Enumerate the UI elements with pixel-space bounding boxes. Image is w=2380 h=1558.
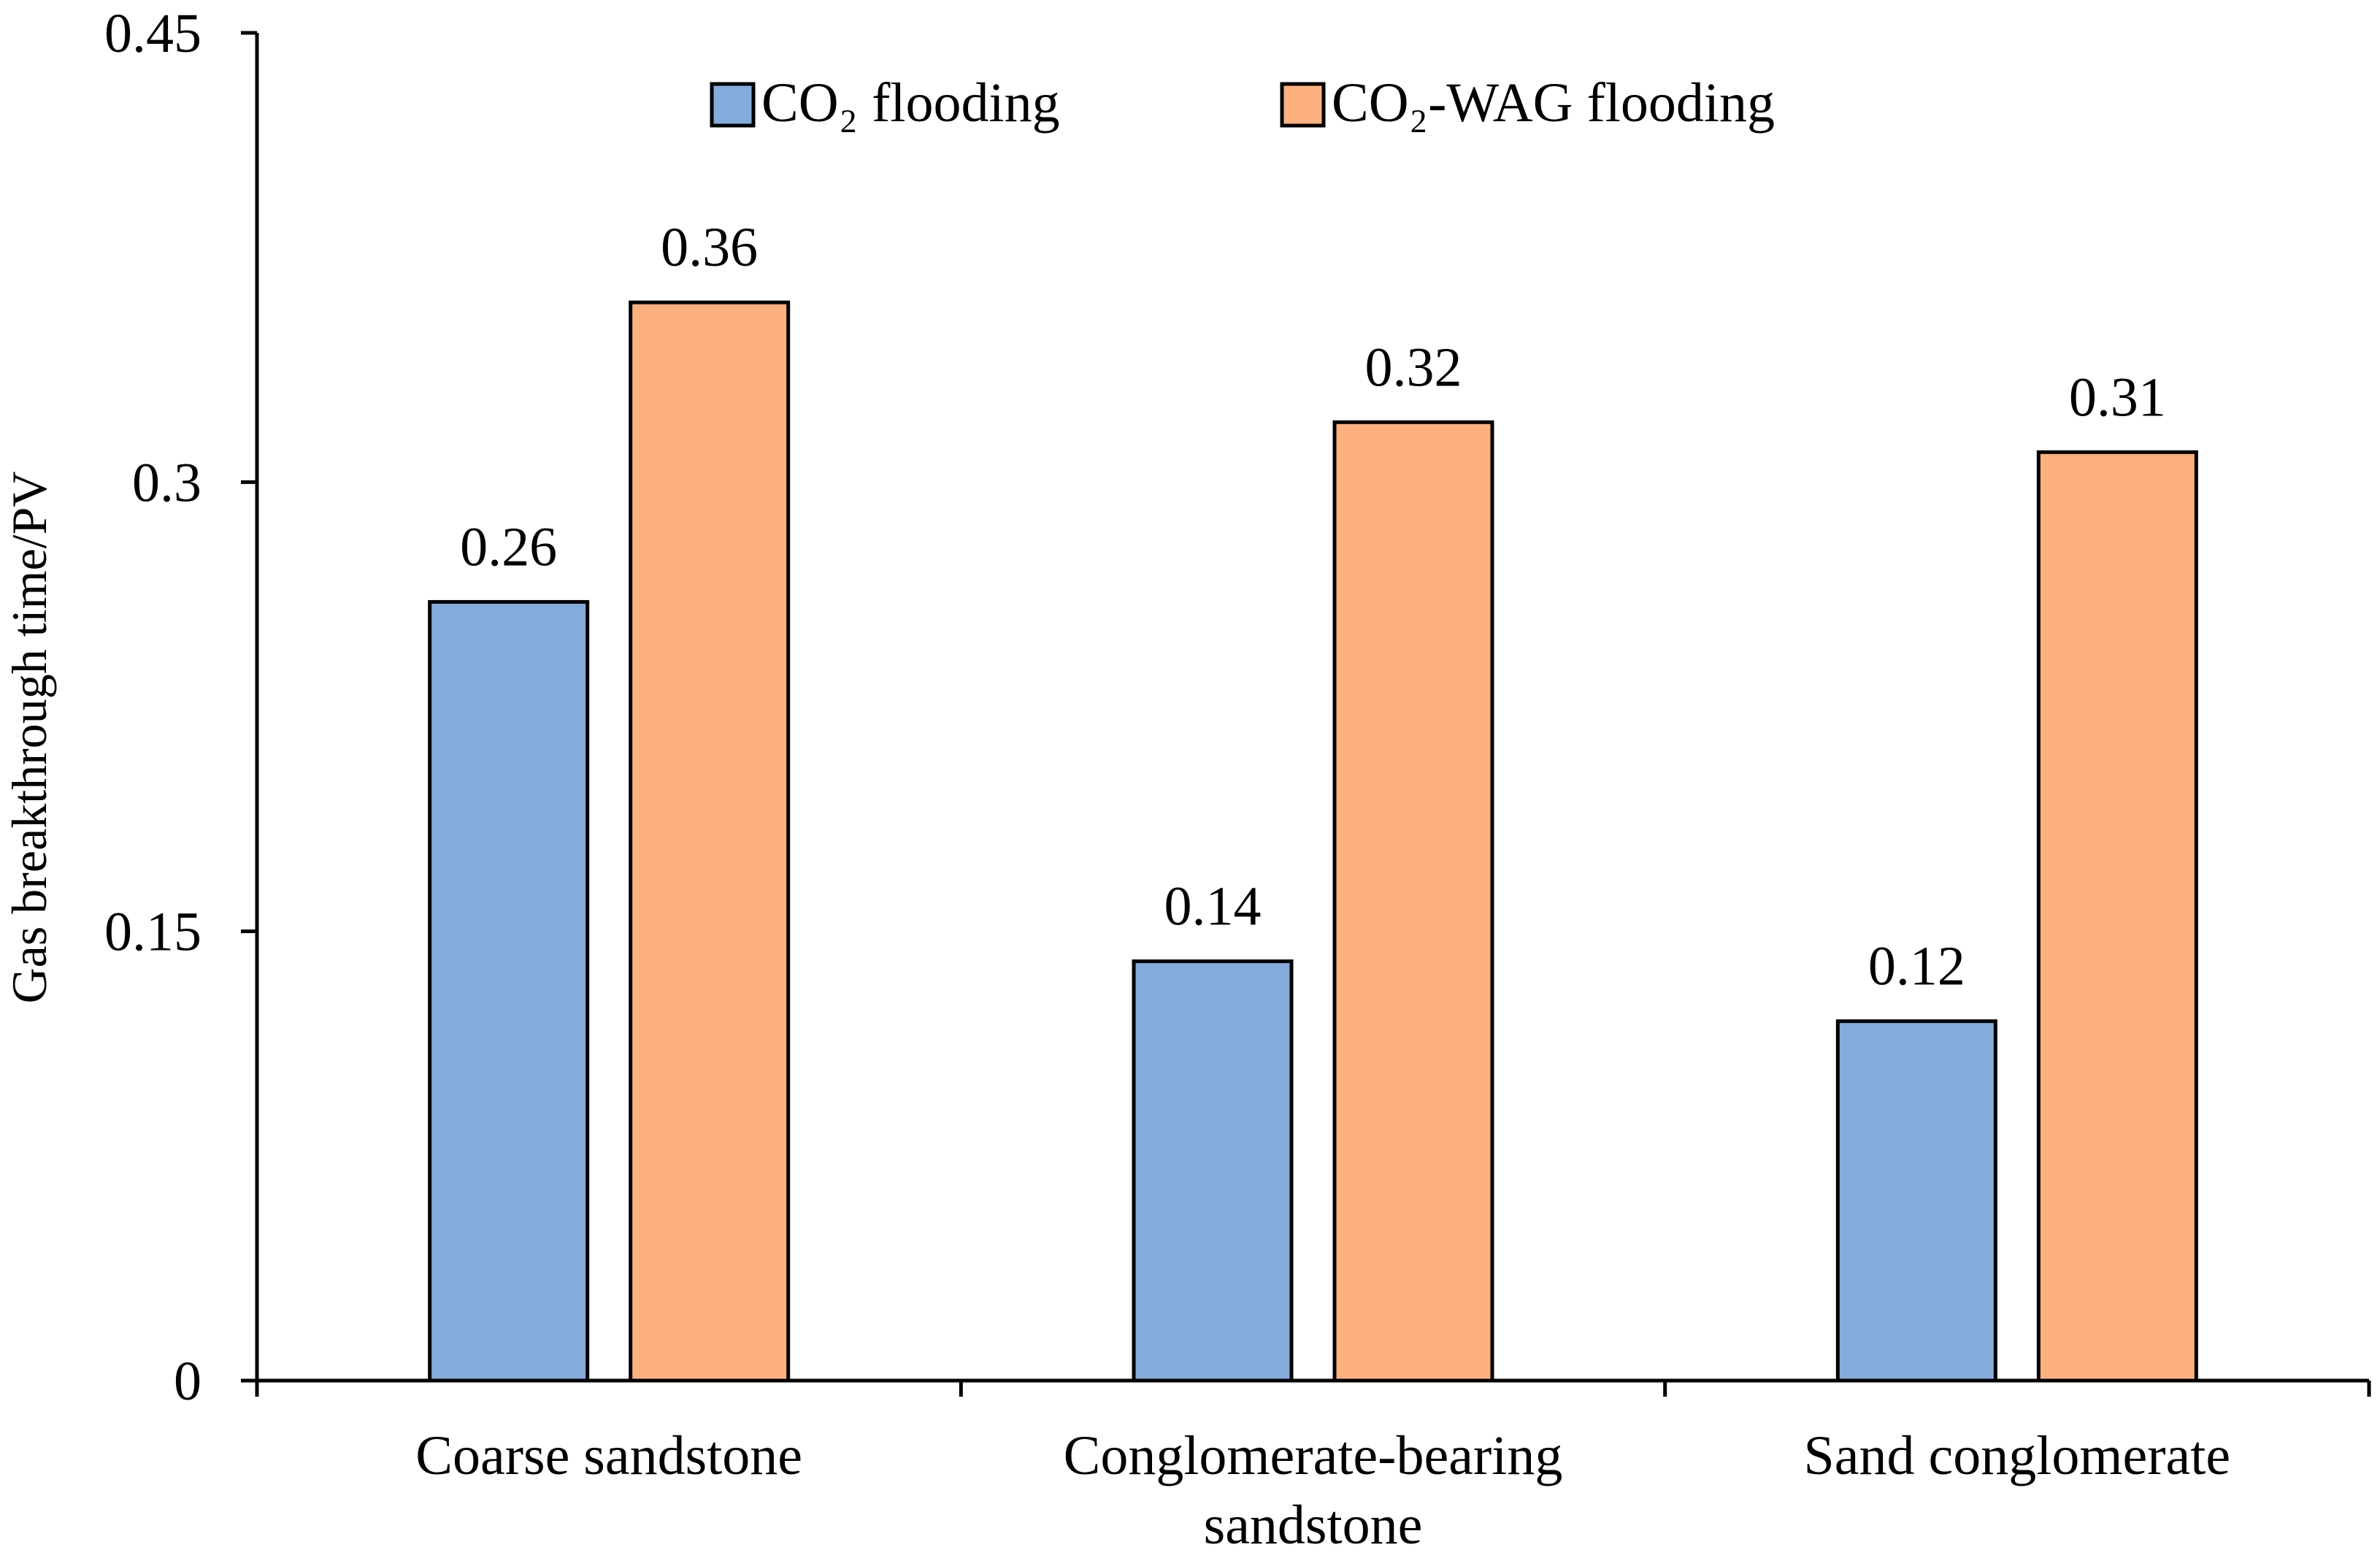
legend-label: CO₂-WAG flooding	[1332, 72, 1775, 134]
x-category-label: Conglomerate-bearing	[1064, 1425, 1563, 1486]
x-category-label: Coarse sandstone	[415, 1425, 802, 1486]
x-category-label: Sand conglomerate	[1804, 1425, 2231, 1486]
data-label: 0.14	[1164, 876, 1262, 937]
legend-label: CO₂ flooding	[761, 72, 1060, 134]
y-tick-label: 0.15	[104, 902, 201, 963]
x-category-label: sandstone	[1204, 1494, 1423, 1556]
y-axis-title: Gas breakthrough time/PV	[1, 472, 57, 1004]
y-tick-label: 0	[174, 1351, 201, 1412]
data-label: 0.26	[460, 516, 557, 577]
y-tick-label: 0.3	[132, 452, 201, 513]
bar	[2036, 450, 2198, 1383]
bar	[1132, 959, 1294, 1383]
data-label: 0.36	[661, 217, 758, 278]
data-label: 0.12	[1868, 936, 1965, 997]
y-tick-label: 0.45	[104, 3, 201, 64]
data-labels: 0.26 0.14 0.12 0.36 0.32 0.31	[460, 217, 2166, 997]
bar	[1835, 1019, 1997, 1383]
legend: CO₂ flooding CO₂-WAG flooding	[710, 72, 1775, 134]
bar	[629, 300, 791, 1383]
bar	[428, 599, 590, 1383]
bars	[428, 300, 2198, 1383]
legend-swatch	[1280, 82, 1326, 128]
legend-swatch	[710, 82, 756, 128]
data-label: 0.32	[1365, 337, 1462, 398]
axes: 0 0.15 0.3 0.45 Coarse sandstone Conglomerate…	[104, 3, 2371, 1556]
bar	[1332, 420, 1494, 1383]
data-label: 0.31	[2069, 367, 2166, 428]
